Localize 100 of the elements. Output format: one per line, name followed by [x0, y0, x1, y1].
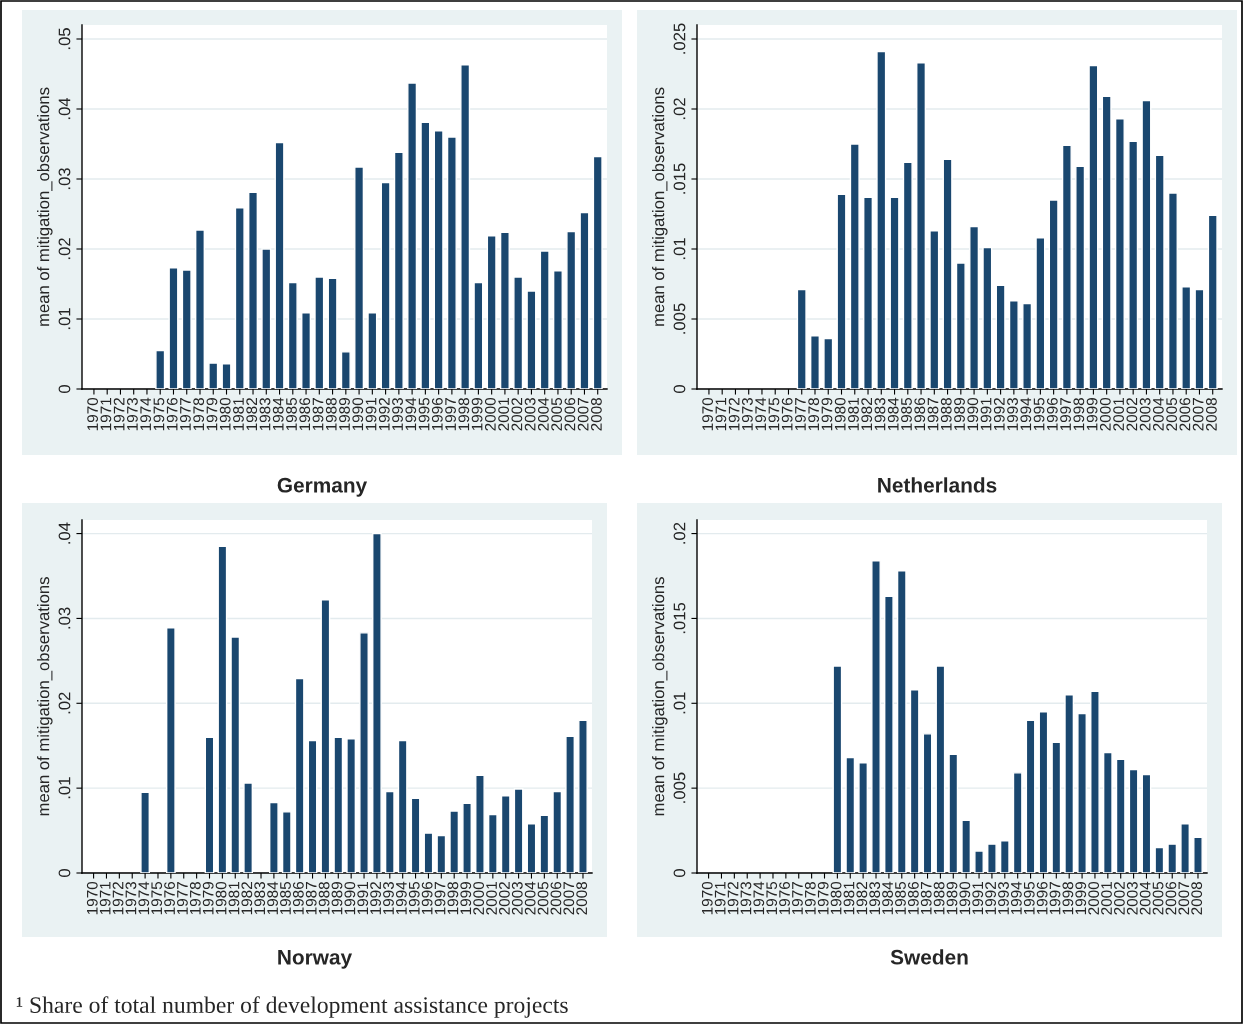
x-tick-label: 1974 [755, 397, 767, 431]
x-tick-label: 2006 [1179, 398, 1191, 431]
y-tick-label: .02 [58, 238, 71, 260]
x-tick-label: 1997 [445, 398, 456, 431]
x-tick-label: 2000 [1099, 397, 1111, 431]
x-tick-label: 2005 [1166, 397, 1178, 431]
x-tick-label: 2008 [1206, 397, 1217, 431]
x-tick-label: 1997 [434, 882, 446, 915]
y-tick-label: 0 [673, 869, 686, 877]
y-tick-label: .01 [58, 308, 71, 330]
x-tick-label: 1978 [189, 881, 201, 915]
x-tick-label: 2001 [1113, 398, 1125, 431]
x-tick-label: 2004 [524, 881, 536, 915]
text: Sweden [890, 949, 968, 965]
x-tick-label: 1986 [299, 398, 311, 431]
y-tick-label: .005 [673, 772, 686, 803]
y-tick-label: .005 [673, 303, 686, 334]
x-tick-label: 1983 [259, 398, 271, 431]
x-tick-label: 1975 [151, 881, 163, 915]
x-tick-label: 1974 [140, 397, 152, 431]
x-tick-label: 2000 [484, 397, 496, 431]
x-tick-label: 1985 [895, 881, 906, 915]
x-tick-label: 1972 [728, 398, 740, 431]
x-tick-label: 1995 [1023, 881, 1035, 915]
y-tick-label: .01 [673, 692, 686, 714]
x-tick-label: 1980 [215, 881, 227, 915]
x-tick-label: 1993 [383, 882, 394, 915]
x-tick-label: 1983 [254, 882, 266, 915]
x-tick-label: 2007 [563, 882, 575, 915]
x-tick-label: 2005 [551, 397, 563, 431]
text: Norway [278, 950, 353, 969]
x-tick-label: 1989 [331, 882, 343, 915]
x-tick-label: 2008 [1191, 881, 1203, 915]
y-axis-title: mean of mitigation_observations [652, 87, 668, 326]
x-tick-label: 1985 [286, 397, 297, 431]
x-tick-label: 1999 [1075, 882, 1087, 915]
x-tick-label: 1995 [418, 397, 430, 431]
x-tick-label: 1990 [344, 881, 356, 915]
x-tick-label: 1976 [166, 398, 178, 431]
x-tick-label: 1977 [180, 398, 191, 431]
y-tick-label: .04 [58, 522, 71, 544]
x-tick-label: 1979 [817, 882, 829, 915]
x-tick-label: 2001 [486, 882, 497, 915]
x-tick-label: 1988 [325, 397, 337, 431]
x-tick-label: 1981 [233, 398, 244, 431]
y-tick-label: .025 [673, 23, 686, 54]
x-tick-label: 2007 [577, 398, 589, 431]
x-tick-label: 1973 [741, 398, 753, 431]
x-tick-label: 1980 [219, 397, 231, 431]
x-tick-label: 1996 [421, 882, 433, 915]
x-tick-label: 1973 [126, 398, 138, 431]
x-tick-label: 1971 [714, 882, 726, 915]
x-tick-label: 1994 [1020, 397, 1032, 431]
x-tick-label: 2003 [524, 398, 536, 431]
x-tick-label: 1973 [740, 882, 752, 915]
x-tick-label: 1998 [1073, 397, 1085, 431]
y-axis-title: mean of mitigation_observations [37, 87, 53, 326]
x-tick-label: 2004 [537, 397, 549, 431]
x-tick-label: 2003 [1139, 398, 1151, 431]
x-tick-label: 2006 [1165, 882, 1177, 915]
x-tick-label: 1999 [471, 398, 483, 431]
x-tick-label: 1992 [985, 882, 997, 915]
x-tick-label: 1985 [280, 881, 291, 915]
x-tick-label: 2000 [1088, 881, 1100, 915]
x-tick-label: 1971 [100, 398, 112, 431]
x-tick-label: 1995 [408, 881, 420, 915]
x-tick-label: 2001 [1101, 882, 1112, 915]
x-tick-label: 1987 [927, 398, 939, 431]
x-tick-label: 1987 [920, 882, 932, 915]
y-tick-label: .02 [673, 522, 686, 544]
x-tick-label: 1981 [843, 882, 855, 915]
x-tick-label: 2007 [1192, 398, 1204, 431]
x-tick-label: 1998 [447, 881, 459, 915]
x-tick-label: 1977 [795, 398, 806, 431]
x-tick-label: 1984 [272, 397, 284, 431]
x-tick-label: 1970 [86, 881, 98, 915]
x-tick-label: 2007 [1178, 882, 1190, 915]
x-tick-label: 1974 [138, 881, 150, 915]
x-tick-label: 1983 [874, 398, 886, 431]
x-tick-label: 1994 [405, 397, 417, 431]
y-tick-label: 0 [58, 385, 71, 393]
x-tick-label: 2004 [1139, 881, 1151, 915]
x-tick-label: 1970 [87, 397, 99, 431]
x-tick-label: 1991 [980, 398, 992, 431]
y-tick-label: .05 [58, 28, 71, 50]
x-tick-label: 1980 [830, 881, 842, 915]
y-axis-title: mean of mitigation_observations [37, 577, 53, 816]
x-tick-label: 1970 [702, 397, 714, 431]
x-tick-label: 1972 [112, 882, 124, 915]
y-tick-label: .01 [58, 777, 71, 799]
x-tick-label: 1989 [339, 398, 350, 431]
x-tick-label: 2005 [537, 881, 549, 915]
x-tick-label: 1983 [869, 882, 881, 915]
x-tick-label: 1970 [701, 881, 713, 915]
y-tick-label: .02 [58, 692, 71, 714]
x-tick-label: 1993 [392, 398, 403, 431]
x-tick-label: 2006 [550, 882, 562, 915]
x-tick-label: 1976 [164, 882, 175, 915]
x-tick-label: 1998 [1062, 881, 1074, 915]
x-tick-label: 1991 [972, 882, 984, 915]
